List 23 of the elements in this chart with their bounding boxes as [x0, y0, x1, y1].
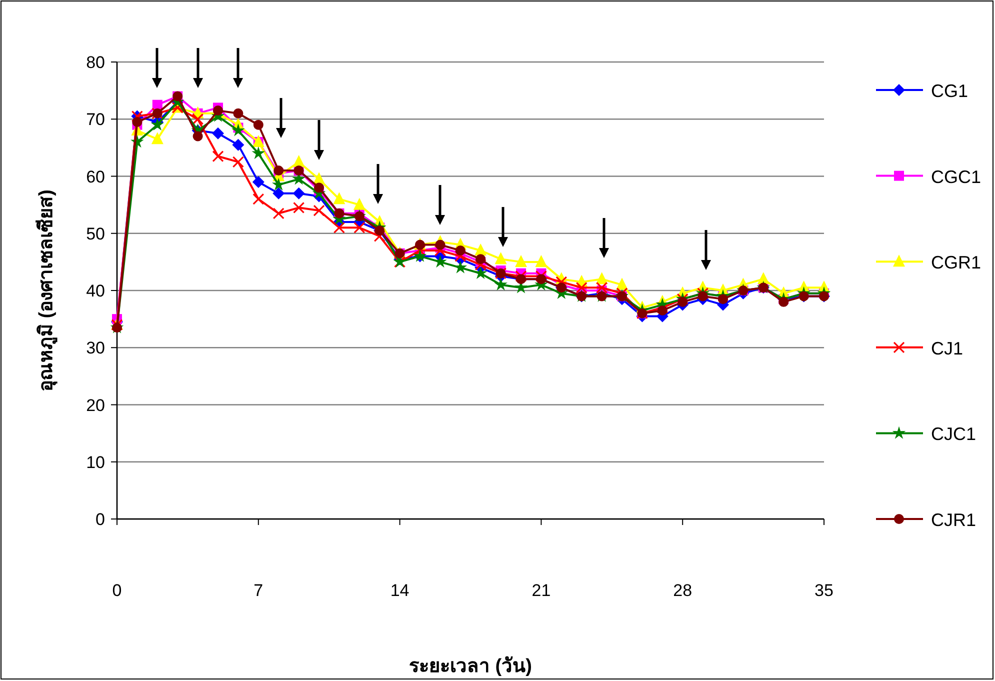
y-tick-label: 30 [86, 338, 105, 358]
x-tick-label: 7 [254, 581, 264, 600]
legend-label: CGC1 [931, 166, 982, 187]
legend-label: CGR1 [931, 252, 982, 273]
x-tick-label: 35 [814, 581, 834, 600]
y-tick-label: 10 [86, 452, 105, 472]
y-tick-label: 0 [96, 510, 105, 529]
y-tick-label: 50 [86, 224, 105, 244]
legend-label: CJC1 [931, 424, 976, 444]
y-tick-label: 20 [86, 396, 105, 415]
x-tick-label: 28 [673, 581, 692, 600]
x-tick-label: 14 [390, 581, 410, 600]
y-tick-label: 80 [86, 53, 105, 72]
y-tick-label: 40 [86, 282, 105, 300]
legend-label: CJ1 [931, 338, 964, 358]
y-axis-title: อุณหภูมิ (องศาเซลเซียส) [35, 190, 58, 392]
legend-label: CG1 [931, 81, 968, 101]
x-tick-label: 21 [532, 581, 551, 600]
x-axis-title: ระยะเวลา (วัน) [409, 656, 532, 677]
y-tick-label: 60 [86, 167, 105, 186]
x-tick-label: 0 [112, 581, 122, 600]
legend-label: CJR1 [931, 510, 976, 530]
y-tick-label: 70 [86, 110, 105, 130]
